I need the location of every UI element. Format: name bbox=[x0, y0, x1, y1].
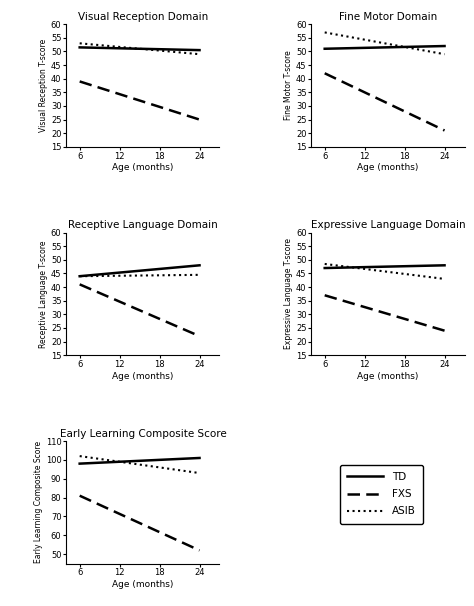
X-axis label: Age (months): Age (months) bbox=[357, 372, 419, 381]
Y-axis label: Early Learning Composite Score: Early Learning Composite Score bbox=[34, 441, 43, 564]
X-axis label: Age (months): Age (months) bbox=[357, 164, 419, 173]
Title: Early Learning Composite Score: Early Learning Composite Score bbox=[60, 429, 226, 439]
X-axis label: Age (months): Age (months) bbox=[112, 580, 173, 589]
Title: Expressive Language Domain: Expressive Language Domain bbox=[310, 221, 465, 230]
Title: Receptive Language Domain: Receptive Language Domain bbox=[68, 221, 218, 230]
Legend: TD, FXS, ASIB: TD, FXS, ASIB bbox=[339, 465, 423, 524]
Y-axis label: Expressive Language T-score: Expressive Language T-score bbox=[284, 238, 293, 350]
Title: Visual Reception Domain: Visual Reception Domain bbox=[78, 12, 208, 22]
Y-axis label: Visual Reception T-score: Visual Reception T-score bbox=[39, 39, 48, 132]
X-axis label: Age (months): Age (months) bbox=[112, 372, 173, 381]
Y-axis label: Receptive Language T-score: Receptive Language T-score bbox=[39, 240, 48, 348]
X-axis label: Age (months): Age (months) bbox=[112, 164, 173, 173]
Y-axis label: Fine Motor T-score: Fine Motor T-score bbox=[284, 51, 293, 121]
Title: Fine Motor Domain: Fine Motor Domain bbox=[339, 12, 437, 22]
